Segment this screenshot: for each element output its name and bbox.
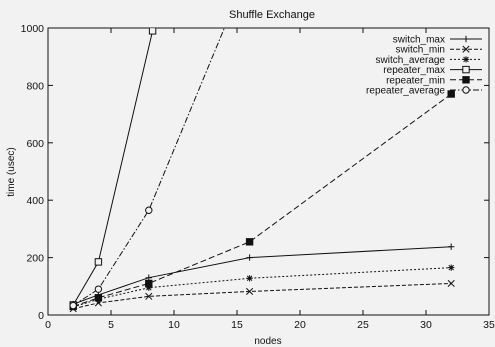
y-tick-label: 800 — [26, 80, 44, 92]
series-line — [72, 30, 154, 306]
data-point — [245, 238, 254, 246]
data-point — [145, 206, 153, 214]
series-group — [69, 28, 455, 313]
series-repeater-min — [69, 90, 455, 311]
data-point — [246, 254, 253, 261]
data-point — [246, 287, 254, 296]
series-line — [72, 28, 225, 306]
legend-marker — [462, 56, 470, 63]
data-point — [94, 294, 103, 302]
legend-marker — [462, 86, 470, 94]
x-tick-label: 30 — [420, 319, 432, 331]
y-tick-label: 0 — [38, 310, 44, 322]
data-point — [448, 264, 455, 271]
y-tick-label: 200 — [26, 253, 44, 265]
plot-frame — [47, 27, 490, 316]
x-tick-label: 10 — [168, 319, 180, 331]
series-switch-max — [70, 243, 455, 308]
data-point — [69, 301, 77, 310]
x-tick-label: 20 — [294, 319, 306, 331]
data-point — [94, 285, 103, 293]
legend-label: repeater_max — [383, 65, 445, 76]
data-point — [145, 284, 152, 291]
y-tick-label: 600 — [26, 138, 44, 150]
data-point — [145, 292, 153, 300]
legend-label: repeater_min — [386, 75, 445, 86]
legend-marker — [462, 45, 470, 53]
series-repeater-average — [69, 28, 225, 310]
y-tick-label: 400 — [26, 195, 44, 207]
series-line — [73, 282, 452, 310]
legend-marker — [462, 65, 470, 74]
x-tick-label: 0 — [45, 319, 51, 331]
x-tick-label: 15 — [231, 319, 243, 331]
x-axis-label: nodes — [254, 336, 281, 347]
chart-title: Shuffle Exchange — [229, 9, 315, 21]
legend: switch_maxswitch_minswitch_averagerepeat… — [366, 35, 482, 97]
data-point — [145, 279, 153, 288]
axis-ticks: 0 5 10 15 20 25 30 35 0 200 400 600 800 1000 — [21, 23, 495, 331]
data-point — [448, 243, 455, 250]
legend-label: repeater_average — [366, 86, 445, 97]
series-line — [73, 93, 452, 307]
data-point — [246, 275, 253, 282]
data-point — [447, 279, 455, 287]
data-point — [148, 28, 157, 35]
x-tick-label: 5 — [108, 319, 114, 331]
data-point — [447, 90, 455, 98]
y-axis-label: time (usec) — [6, 147, 17, 196]
legend-label: switch_min — [396, 45, 445, 56]
series-line — [73, 246, 452, 305]
series-repeater-max — [69, 28, 157, 309]
legend-label: switch_average — [376, 55, 446, 66]
legend-label: switch_max — [393, 35, 445, 46]
legend-marker — [462, 76, 470, 84]
x-tick-label: 25 — [357, 319, 369, 331]
x-tick-label: 35 — [483, 319, 495, 331]
legend-marker — [462, 35, 470, 43]
series-switch-average — [70, 264, 455, 311]
series-line — [73, 267, 452, 308]
data-point — [94, 258, 103, 266]
y-tick-label: 1000 — [21, 23, 45, 35]
